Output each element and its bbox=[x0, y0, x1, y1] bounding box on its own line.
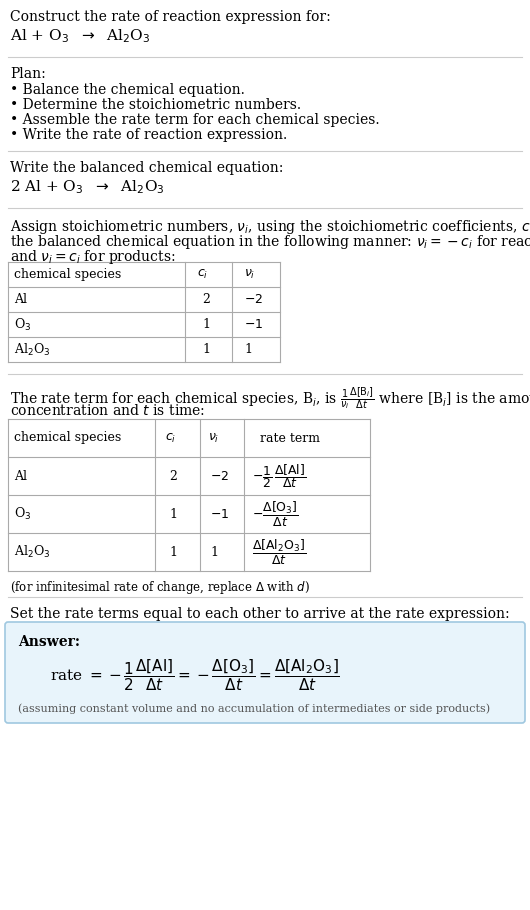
Text: 2: 2 bbox=[169, 470, 177, 482]
FancyBboxPatch shape bbox=[5, 622, 525, 723]
Text: Assign stoichiometric numbers, $\nu_i$, using the stoichiometric coefficients, $: Assign stoichiometric numbers, $\nu_i$, … bbox=[10, 218, 530, 236]
Text: Plan:: Plan: bbox=[10, 67, 46, 81]
Text: $-1$: $-1$ bbox=[244, 318, 263, 331]
Text: O$_3$: O$_3$ bbox=[14, 506, 31, 522]
Text: rate $= -\dfrac{1}{2}\dfrac{\Delta[\mathrm{Al}]}{\Delta t} = -\dfrac{\Delta[\mat: rate $= -\dfrac{1}{2}\dfrac{\Delta[\math… bbox=[50, 657, 340, 693]
Text: $-2$: $-2$ bbox=[210, 470, 229, 482]
Text: Construct the rate of reaction expression for:: Construct the rate of reaction expressio… bbox=[10, 10, 331, 24]
Text: Al: Al bbox=[14, 470, 27, 482]
Text: The rate term for each chemical species, B$_i$, is $\frac{1}{\nu_i}\frac{\Delta[: The rate term for each chemical species,… bbox=[10, 386, 530, 412]
Text: 1: 1 bbox=[169, 545, 177, 559]
Text: 1: 1 bbox=[202, 343, 210, 356]
Text: • Balance the chemical equation.: • Balance the chemical equation. bbox=[10, 83, 245, 97]
Text: 1: 1 bbox=[202, 318, 210, 331]
Text: 1: 1 bbox=[169, 508, 177, 521]
Text: 2: 2 bbox=[202, 293, 210, 306]
Text: Al: Al bbox=[14, 293, 27, 306]
Text: Al$_2$O$_3$: Al$_2$O$_3$ bbox=[14, 341, 50, 358]
Text: Set the rate terms equal to each other to arrive at the rate expression:: Set the rate terms equal to each other t… bbox=[10, 607, 510, 621]
Text: Answer:: Answer: bbox=[18, 635, 80, 649]
Text: Al$_2$O$_3$: Al$_2$O$_3$ bbox=[14, 544, 50, 560]
Text: $-\dfrac{1}{2}\,\dfrac{\Delta[\mathrm{Al}]}{\Delta t}$: $-\dfrac{1}{2}\,\dfrac{\Delta[\mathrm{Al… bbox=[252, 462, 306, 490]
Text: $-1$: $-1$ bbox=[210, 508, 229, 521]
Text: (assuming constant volume and no accumulation of intermediates or side products): (assuming constant volume and no accumul… bbox=[18, 703, 490, 713]
Text: $-2$: $-2$ bbox=[244, 293, 263, 306]
Text: $-\dfrac{\Delta[\mathrm{O_3}]}{\Delta t}$: $-\dfrac{\Delta[\mathrm{O_3}]}{\Delta t}… bbox=[252, 500, 299, 529]
Text: 1: 1 bbox=[210, 545, 218, 559]
Text: Al + O$_3$  $\rightarrow$  Al$_2$O$_3$: Al + O$_3$ $\rightarrow$ Al$_2$O$_3$ bbox=[10, 27, 151, 45]
Text: 1: 1 bbox=[244, 343, 252, 356]
Text: • Assemble the rate term for each chemical species.: • Assemble the rate term for each chemic… bbox=[10, 113, 379, 127]
Text: $c_i$: $c_i$ bbox=[165, 431, 176, 445]
Text: $\nu_i$: $\nu_i$ bbox=[244, 268, 255, 281]
Text: O$_3$: O$_3$ bbox=[14, 317, 31, 332]
Text: $\nu_i$: $\nu_i$ bbox=[208, 431, 219, 445]
Text: concentration and $t$ is time:: concentration and $t$ is time: bbox=[10, 403, 205, 418]
Text: rate term: rate term bbox=[260, 431, 320, 444]
Text: $\dfrac{\Delta[\mathrm{Al_2O_3}]}{\Delta t}$: $\dfrac{\Delta[\mathrm{Al_2O_3}]}{\Delta… bbox=[252, 538, 306, 567]
Text: and $\nu_i = c_i$ for products:: and $\nu_i = c_i$ for products: bbox=[10, 248, 175, 266]
Text: $c_i$: $c_i$ bbox=[197, 268, 208, 281]
Text: chemical species: chemical species bbox=[14, 431, 121, 444]
Text: • Write the rate of reaction expression.: • Write the rate of reaction expression. bbox=[10, 128, 287, 142]
Text: • Determine the stoichiometric numbers.: • Determine the stoichiometric numbers. bbox=[10, 98, 301, 112]
Text: Write the balanced chemical equation:: Write the balanced chemical equation: bbox=[10, 161, 284, 175]
Text: 2 Al + O$_3$  $\rightarrow$  Al$_2$O$_3$: 2 Al + O$_3$ $\rightarrow$ Al$_2$O$_3$ bbox=[10, 178, 165, 196]
Text: chemical species: chemical species bbox=[14, 268, 121, 281]
Text: the balanced chemical equation in the following manner: $\nu_i = -c_i$ for react: the balanced chemical equation in the fo… bbox=[10, 233, 530, 251]
Text: (for infinitesimal rate of change, replace $\Delta$ with $d$): (for infinitesimal rate of change, repla… bbox=[10, 579, 310, 596]
